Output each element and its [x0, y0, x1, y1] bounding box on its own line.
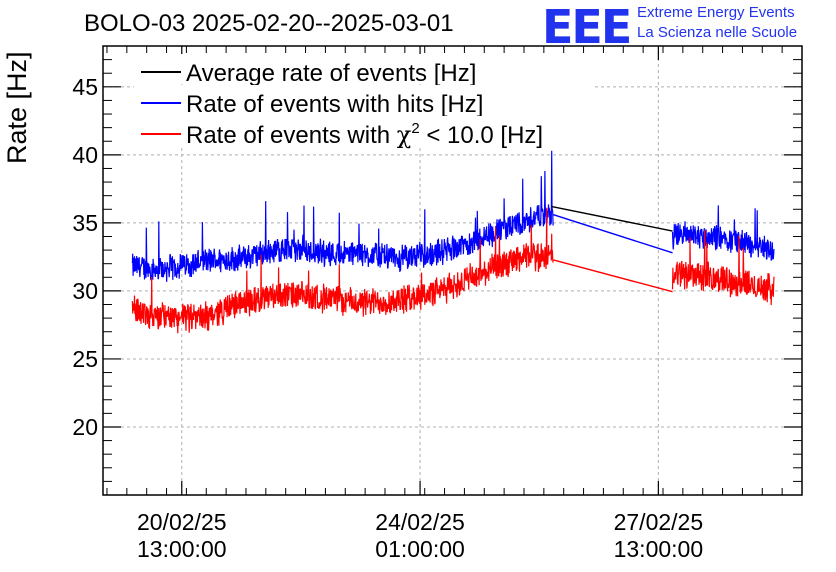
y-tick-labels: 20 25 30 35 40 45 [72, 74, 98, 440]
y-tick-label: 35 [72, 210, 98, 236]
legend-label-hits: Rate of events with hits [Hz] [186, 91, 483, 118]
x-tick-labels: 20/02/2513:00:0024/02/2501:00:0027/02/25… [137, 509, 703, 562]
legend-label-chi2: Rate of events with χ2 < 10.0 [Hz] [186, 120, 543, 149]
plot-frame [102, 45, 803, 496]
x-tick-label-time: 13:00:00 [614, 536, 704, 562]
axis-ticks [103, 46, 802, 495]
x-tick-label-time: 01:00:00 [375, 536, 465, 562]
logo-caption: Extreme Energy Events La Scienza nelle S… [637, 3, 797, 43]
y-tick-label: 30 [72, 278, 98, 304]
chart-title: BOLO-03 2025-02-20--2025-03-01 [84, 10, 454, 37]
legend: Average rate of events [Hz] Rate of event… [134, 54, 594, 149]
x-tick-label-date: 24/02/25 [375, 509, 465, 535]
series-hits-rate [131, 150, 775, 282]
x-tick-label-time: 13:00:00 [137, 536, 227, 562]
legend-row-bg [134, 116, 594, 146]
series-chi2-rate [131, 207, 775, 334]
x-tick-label-date: 20/02/25 [137, 509, 227, 535]
y-axis-label: Rate [Hz] [2, 51, 32, 164]
logo-caption-line1: Extreme Energy Events [637, 4, 795, 21]
series-trace-segment-2 [671, 205, 775, 261]
series-trace-segment-2 [671, 230, 775, 306]
y-tick-label: 40 [72, 142, 98, 168]
legend-row-bg [134, 54, 594, 84]
legend-row-bg [134, 85, 594, 115]
x-tick-label-date: 27/02/25 [614, 509, 704, 535]
series-trace-segment-1 [131, 207, 554, 334]
logo-caption-line2: La Scienza nelle Scuole [637, 24, 798, 41]
gap-connector [553, 259, 673, 293]
legend-label-average: Average rate of events [Hz] [186, 60, 476, 87]
gap-connector [553, 214, 673, 254]
y-tick-label: 25 [72, 346, 98, 372]
average-line [551, 205, 673, 232]
eee-logo: EEE [542, 0, 632, 54]
series-trace-segment-1 [131, 150, 554, 282]
y-tick-label: 45 [72, 74, 98, 100]
series-average-rate [551, 205, 673, 232]
y-tick-label: 20 [72, 414, 98, 440]
